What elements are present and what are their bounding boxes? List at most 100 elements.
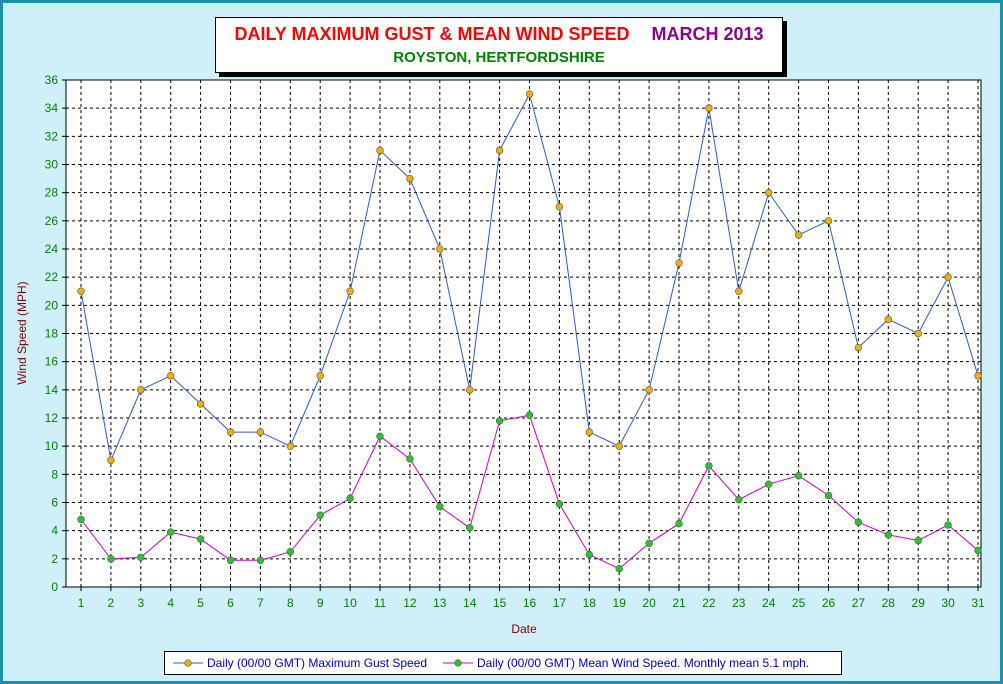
data-point-mean <box>376 432 384 441</box>
data-point-gust <box>316 372 324 380</box>
data-point-mean <box>167 528 175 536</box>
x-tick-label: 2 <box>108 596 115 610</box>
data-point-mean <box>735 495 743 504</box>
data-point-gust <box>436 245 444 253</box>
x-tick-label: 1 <box>78 596 85 610</box>
x-tick-label: 25 <box>792 596 806 610</box>
data-point-gust <box>794 231 803 239</box>
x-tick-label: 16 <box>523 596 537 610</box>
data-point-mean <box>107 555 115 563</box>
x-tick-label: 10 <box>343 596 357 610</box>
data-point-gust <box>974 372 982 380</box>
x-tick-label: 8 <box>287 596 294 610</box>
x-tick-label: 4 <box>167 596 174 610</box>
x-tick-label: 27 <box>852 596 866 610</box>
x-tick-label: 15 <box>493 596 507 610</box>
x-tick-label: 23 <box>732 596 746 610</box>
title-line: DAILY MAXIMUM GUST & MEAN WIND SPEED MARC… <box>216 24 782 45</box>
data-point-gust <box>256 428 265 436</box>
y-tick-label: 22 <box>45 270 59 284</box>
x-tick-label: 3 <box>137 596 144 610</box>
data-point-gust <box>226 428 235 436</box>
x-tick-label: 26 <box>822 596 836 610</box>
x-tick-label: 21 <box>672 596 686 610</box>
x-tick-label: 31 <box>971 596 985 610</box>
data-point-gust <box>495 146 504 155</box>
legend-mean-label: Daily (00/00 GMT) Mean Wind Speed. Month… <box>477 656 810 670</box>
data-point-mean <box>794 472 803 480</box>
y-tick-label: 20 <box>45 298 59 312</box>
data-point-mean <box>824 491 833 500</box>
data-point-mean <box>675 519 683 528</box>
data-point-mean <box>256 556 265 564</box>
data-point-gust <box>525 90 534 98</box>
data-point-mean <box>645 539 653 548</box>
y-tick-label: 14 <box>45 383 59 397</box>
series-layer <box>77 90 982 573</box>
x-tick-label: 18 <box>583 596 597 610</box>
data-point-gust <box>555 203 564 211</box>
data-point-gust <box>854 343 863 352</box>
data-point-gust <box>884 315 892 324</box>
data-point-mean <box>525 411 534 419</box>
data-point-mean <box>764 480 773 488</box>
data-point-gust <box>615 442 623 450</box>
data-point-mean <box>77 515 85 524</box>
data-point-mean <box>406 455 414 463</box>
x-tick-label: 14 <box>463 596 477 610</box>
data-point-mean <box>495 417 504 425</box>
y-tick-label: 36 <box>45 73 59 87</box>
y-tick-label: 16 <box>45 355 59 369</box>
data-point-gust <box>406 174 414 183</box>
x-tick-label: 7 <box>257 596 264 610</box>
data-point-mean <box>914 536 922 545</box>
data-point-mean <box>316 511 324 519</box>
x-tick-label: 13 <box>433 596 447 610</box>
y-tick-label: 28 <box>45 186 59 200</box>
x-tick-label: 29 <box>912 596 926 610</box>
chart-title: DAILY MAXIMUM GUST & MEAN WIND SPEED <box>234 24 630 44</box>
x-tick-label: 19 <box>613 596 627 610</box>
data-point-mean <box>944 521 952 529</box>
y-tick-label: 4 <box>51 524 58 538</box>
data-point-mean <box>585 550 593 559</box>
x-tick-label: 30 <box>941 596 955 610</box>
x-ticks: 1 2 3 4 5 6 7 8 9 10 11 12 13 14 15 16 17 18 19 20 21 22 23 24 2… <box>78 587 985 610</box>
x-tick-label: 11 <box>374 596 387 610</box>
y-tick-label: 0 <box>51 580 58 594</box>
x-tick-label: 9 <box>317 596 324 610</box>
y-tick-label: 12 <box>45 411 59 425</box>
data-point-gust <box>824 217 833 225</box>
legend: Daily (00/00 GMT) Maximum Gust Speed Dai… <box>164 651 842 675</box>
data-point-gust <box>675 259 683 267</box>
chart-month: MARCH 2013 <box>651 24 764 44</box>
data-point-mean <box>555 500 564 508</box>
x-tick-label: 22 <box>702 596 716 610</box>
y-tick-label: 32 <box>45 129 59 143</box>
data-point-mean <box>196 535 205 543</box>
data-point-mean <box>286 548 294 556</box>
data-point-gust <box>585 428 593 436</box>
data-point-gust <box>944 273 952 281</box>
y-tick-label: 2 <box>51 552 58 566</box>
y-tick-label: 26 <box>45 214 59 228</box>
x-tick-label: 5 <box>197 596 204 610</box>
y-tick-label: 6 <box>51 496 58 510</box>
data-point-mean <box>705 462 713 470</box>
data-point-mean <box>137 553 145 562</box>
data-point-mean <box>436 503 444 511</box>
legend-gust-swatch <box>173 659 203 667</box>
legend-item-gust: Daily (00/00 GMT) Maximum Gust Speed <box>173 656 427 670</box>
legend-item-mean: Daily (00/00 GMT) Mean Wind Speed. Month… <box>443 656 809 670</box>
legend-gust-label: Daily (00/00 GMT) Maximum Gust Speed <box>207 656 428 670</box>
data-point-gust <box>346 287 354 295</box>
data-point-gust <box>764 188 773 197</box>
x-tick-label: 6 <box>227 596 234 610</box>
data-point-gust <box>914 329 922 338</box>
data-point-mean <box>615 564 623 573</box>
data-point-mean <box>974 546 982 555</box>
data-point-gust <box>705 104 713 112</box>
data-point-mean <box>884 531 892 539</box>
